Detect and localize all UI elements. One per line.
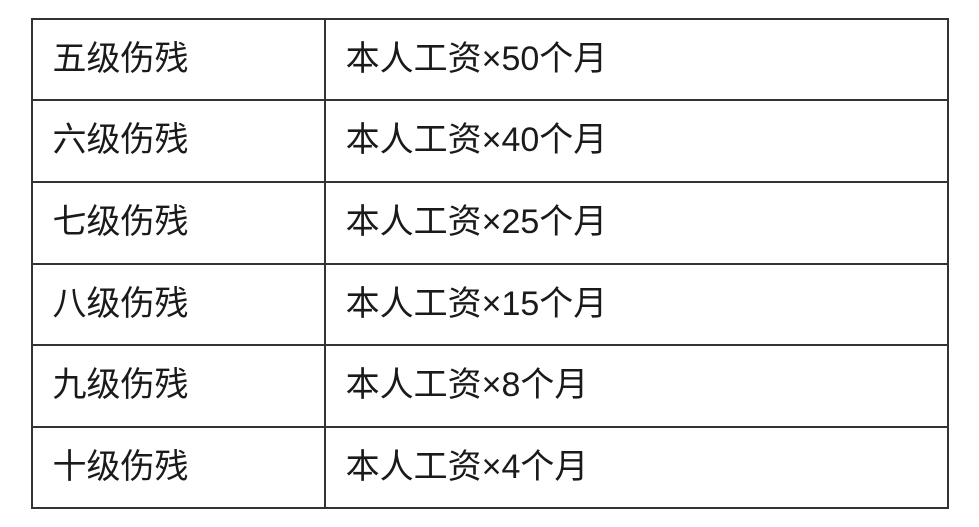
compensation-formula-cell: 本人工资×40个月 (325, 100, 948, 182)
compensation-table: 五级伤残 本人工资×50个月 六级伤残 本人工资×40个月 七级伤残 本人工资×… (31, 18, 949, 510)
disability-level-cell: 九级伤残 (32, 345, 325, 427)
disability-compensation-table: 五级伤残 本人工资×50个月 六级伤残 本人工资×40个月 七级伤残 本人工资×… (31, 18, 949, 510)
table-row: 八级伤残 本人工资×15个月 (32, 264, 948, 346)
table-row: 六级伤残 本人工资×40个月 (32, 100, 948, 182)
table-row: 五级伤残 本人工资×50个月 (32, 19, 948, 101)
compensation-formula-cell: 本人工资×8个月 (325, 345, 948, 427)
disability-level-cell: 五级伤残 (32, 19, 325, 101)
disability-level-cell: 八级伤残 (32, 264, 325, 346)
table-row: 七级伤残 本人工资×25个月 (32, 182, 948, 264)
compensation-formula-cell: 本人工资×15个月 (325, 264, 948, 346)
compensation-formula-cell: 本人工资×50个月 (325, 19, 948, 101)
disability-level-cell: 十级伤残 (32, 427, 325, 509)
compensation-formula-cell: 本人工资×25个月 (325, 182, 948, 264)
table-row: 九级伤残 本人工资×8个月 (32, 345, 948, 427)
compensation-formula-cell: 本人工资×4个月 (325, 427, 948, 509)
disability-level-cell: 七级伤残 (32, 182, 325, 264)
disability-level-cell: 六级伤残 (32, 100, 325, 182)
table-row: 十级伤残 本人工资×4个月 (32, 427, 948, 509)
